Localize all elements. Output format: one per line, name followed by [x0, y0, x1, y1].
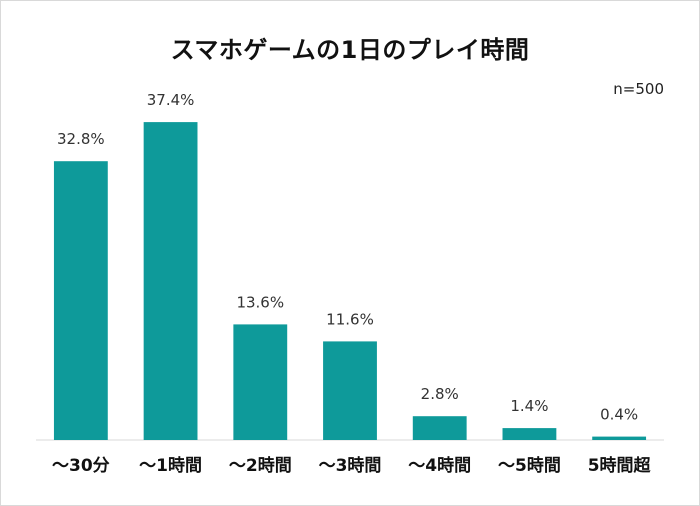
bar-2 — [233, 324, 288, 440]
bar-5 — [502, 428, 557, 440]
category-label-2: ～2時間 — [229, 455, 292, 476]
value-label-4: 2.8% — [421, 385, 459, 403]
category-label-5: ～5時間 — [498, 455, 561, 476]
value-label-0: 32.8% — [57, 130, 105, 148]
chart-title: スマホゲームの1日のプレイ時間 — [170, 36, 530, 64]
bar-1 — [143, 122, 198, 440]
value-labels-group: 32.8% 37.4% 13.6% 11.6% 2.8% 1.4% 0.4% — [57, 91, 638, 424]
category-labels-group: ～30分 ～1時間 ～2時間 ～3時間 ～4時間 ～5時間 5時間超 — [52, 455, 652, 476]
category-label-4: ～4時間 — [408, 455, 471, 476]
bar-3 — [323, 341, 377, 440]
category-label-1: ～1時間 — [139, 455, 202, 476]
value-label-5: 1.4% — [510, 397, 548, 415]
bar-6 — [592, 436, 647, 440]
value-label-6: 0.4% — [600, 406, 638, 424]
value-label-3: 11.6% — [326, 310, 374, 328]
category-label-6: 5時間超 — [588, 455, 652, 476]
sample-size-note: n=500 — [613, 80, 664, 98]
value-label-1: 37.4% — [147, 91, 195, 109]
bar-0 — [53, 161, 108, 440]
value-label-2: 13.6% — [236, 293, 284, 311]
bar-4 — [412, 416, 467, 440]
category-label-0: ～30分 — [52, 456, 110, 476]
bars-group — [53, 122, 647, 440]
category-label-3: ～3時間 — [319, 455, 382, 476]
